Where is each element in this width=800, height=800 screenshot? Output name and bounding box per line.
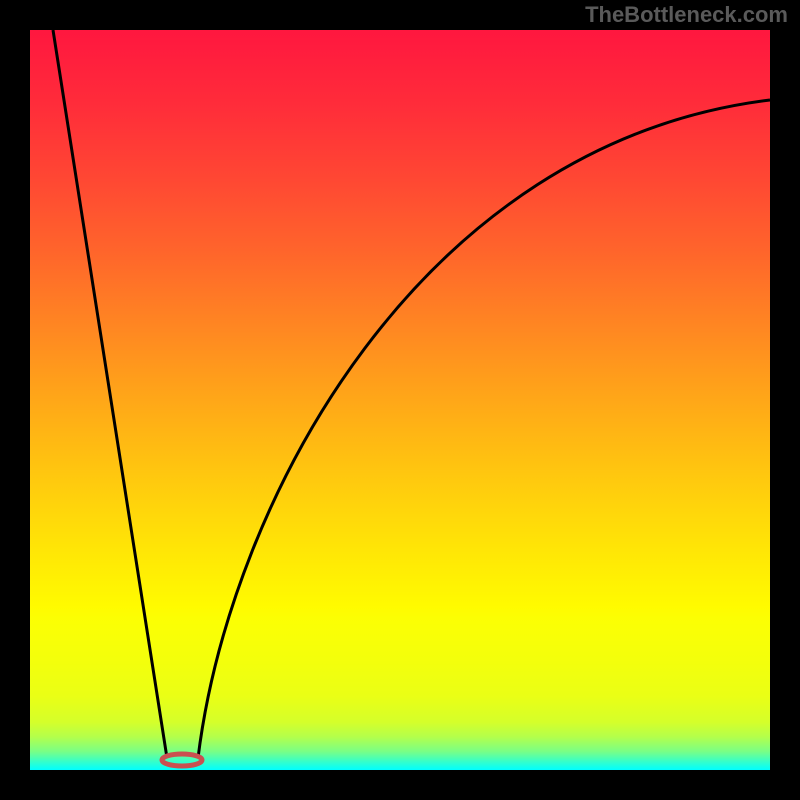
border-bottom <box>0 770 800 800</box>
gradient-background <box>30 30 770 770</box>
border-right <box>770 0 800 800</box>
watermark-text: TheBottleneck.com <box>585 2 788 28</box>
border-left <box>0 0 30 800</box>
